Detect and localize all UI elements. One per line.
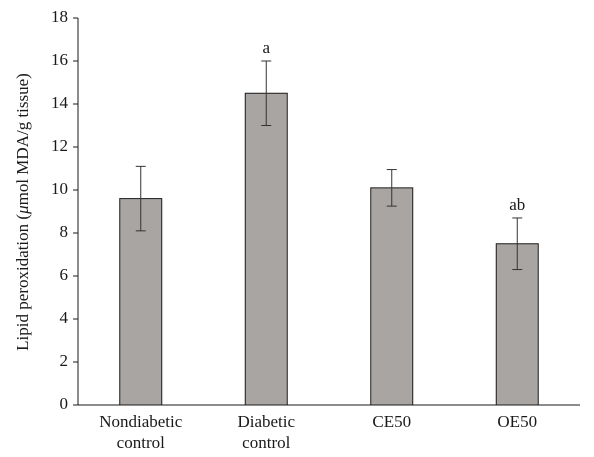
error-bar	[512, 217, 523, 271]
category-label: Nondiabetic control	[99, 412, 183, 452]
y-tick-label: 10	[51, 179, 68, 198]
category-label: OE50	[497, 412, 537, 431]
y-tick-label: 16	[51, 50, 68, 69]
y-tick-label: 18	[51, 7, 68, 26]
y-tick-label: 4	[60, 308, 69, 327]
y-axis-title-mu: μ	[13, 205, 32, 215]
y-tick-label: 14	[51, 93, 69, 112]
y-axis-ticks: 0 2 4 6 8 10 12 14 16 18	[51, 7, 78, 413]
error-bars	[135, 60, 523, 271]
bar	[370, 187, 414, 406]
bar	[244, 92, 288, 406]
y-tick-label: 12	[51, 136, 68, 155]
y-axis-title-prefix: Lipid peroxidation (	[13, 214, 32, 351]
y-tick-label: 0	[60, 394, 69, 413]
significance-label: ab	[509, 195, 525, 214]
y-tick-label: 6	[60, 265, 69, 284]
bar	[495, 243, 539, 406]
bars	[119, 92, 539, 406]
y-axis-title: Lipid peroxidation (μmol MDA/g tissue)	[13, 73, 32, 351]
y-tick-label: 8	[60, 222, 69, 241]
y-axis-title-suffix: mol MDA/g tissue)	[13, 73, 32, 205]
y-tick-label: 2	[60, 351, 69, 370]
significance-labels: a ab	[262, 38, 525, 214]
error-bar	[135, 165, 146, 232]
category-label: Diabetic control	[237, 412, 295, 452]
category-labels: Nondiabetic control Diabetic control CE50 OE5…	[99, 412, 537, 452]
error-bar	[386, 169, 397, 207]
category-label: CE50	[372, 412, 411, 431]
error-bar	[261, 60, 272, 126]
significance-label: a	[262, 38, 270, 57]
svg-text:Lipid peroxidation (μmol MDA/g: Lipid peroxidation (μmol MDA/g tissue)	[13, 73, 32, 351]
